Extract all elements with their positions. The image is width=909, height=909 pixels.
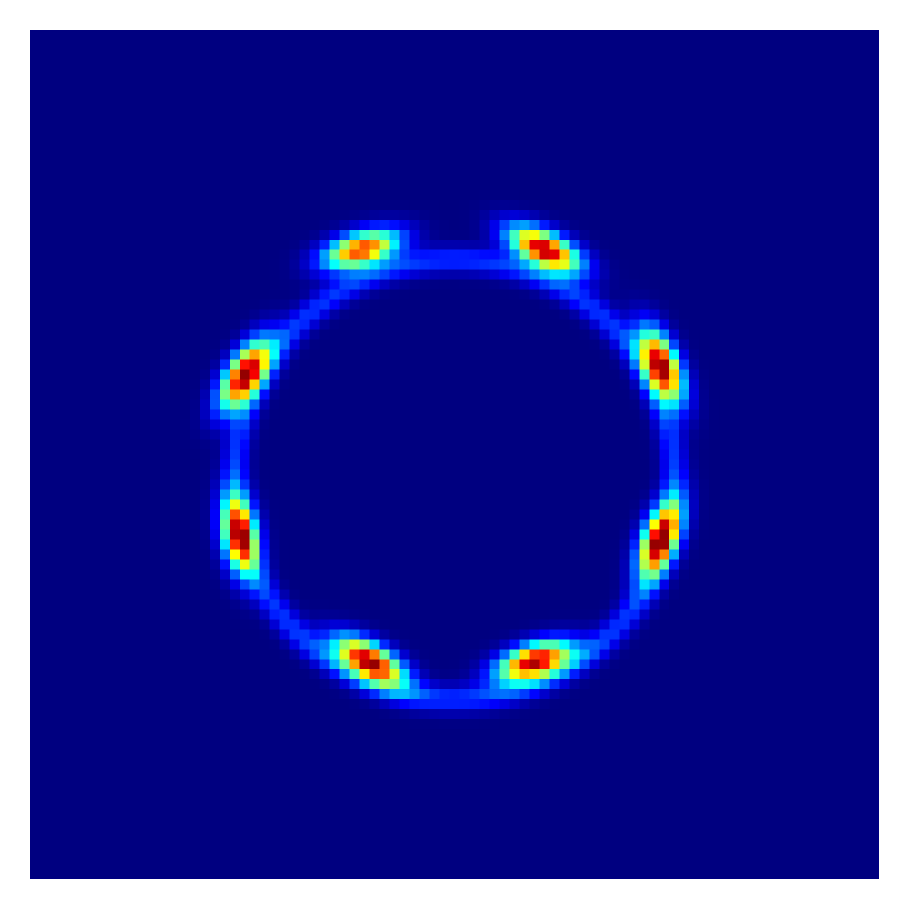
heatmap-plot-area	[30, 30, 879, 879]
heatmap-image	[30, 30, 879, 879]
